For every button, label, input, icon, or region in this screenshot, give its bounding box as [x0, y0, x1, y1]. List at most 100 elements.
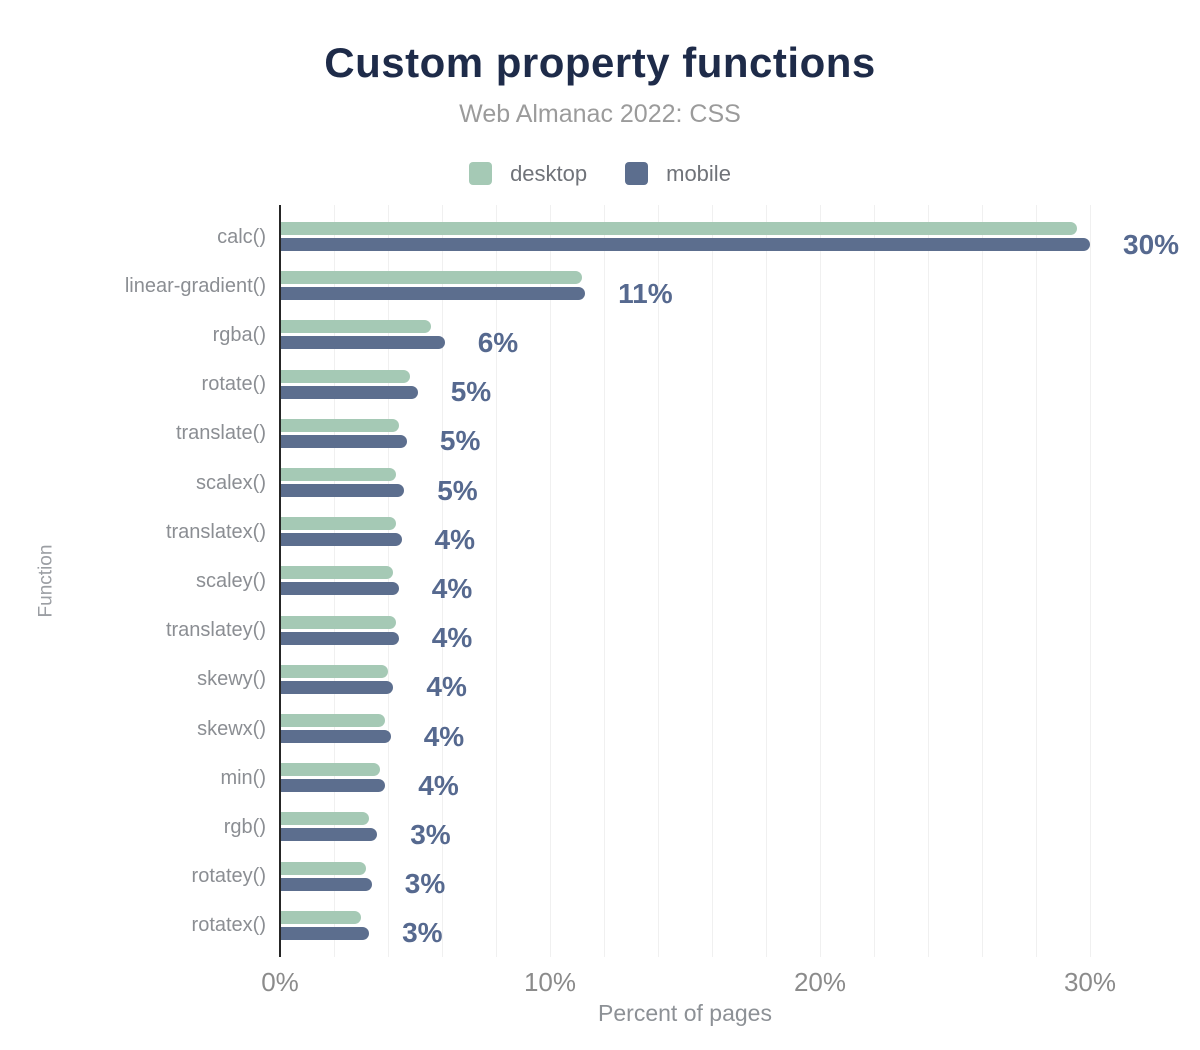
- bar-row-scalex: scalex() 5%: [196, 468, 1090, 504]
- legend-item-desktop: desktop: [469, 162, 587, 185]
- gridline-10pct: [550, 205, 551, 957]
- bar-mobile: [280, 877, 372, 891]
- bar-mobile: [280, 385, 418, 399]
- value-label: 4%: [423, 720, 465, 752]
- value-label: 30%: [1123, 228, 1180, 260]
- value-label: 3%: [410, 818, 451, 850]
- category-label: skewy(): [197, 668, 266, 691]
- x-tick-0pct: 0%: [261, 967, 299, 997]
- bar-row-linear-gradient: linear-gradient() 11%: [125, 271, 1090, 307]
- x-tick-30pct: 30%: [1063, 967, 1117, 997]
- category-label: calc(): [217, 225, 266, 248]
- gridline-8pct: [496, 205, 497, 957]
- gridline-2pct: [334, 205, 335, 957]
- gridline-24pct: [928, 205, 929, 957]
- gridline-4pct: [388, 205, 389, 957]
- bar-desktop: [280, 566, 394, 580]
- gridline-6pct: [442, 205, 443, 957]
- gridline-20pct: [820, 205, 821, 957]
- legend-item-mobile: mobile: [625, 162, 731, 185]
- category-label: skewx(): [197, 717, 266, 740]
- bar-desktop: [280, 615, 397, 629]
- bar-desktop: [280, 517, 397, 531]
- bar-row-scaley: scaley() 4%: [196, 566, 1090, 602]
- bar-mobile: [280, 533, 402, 547]
- value-label: 4%: [431, 622, 473, 654]
- bar-row-calc: calc() 30%: [217, 222, 1179, 258]
- gridline-26pct: [982, 205, 983, 957]
- bar-desktop: [280, 418, 399, 432]
- gridline-14pct: [658, 205, 659, 957]
- bar-mobile: [280, 582, 399, 596]
- bar-row-translate: translate() 5%: [176, 418, 1090, 455]
- bar-desktop: [280, 320, 432, 334]
- value-label: 5%: [450, 376, 492, 408]
- x-tick-20pct: 20%: [793, 967, 847, 997]
- value-label: 4%: [418, 769, 459, 801]
- bar-mobile: [280, 631, 399, 645]
- bar-row-rotatex: rotatex() 3%: [192, 910, 1090, 947]
- category-label: scalex(): [195, 471, 266, 494]
- bar-row-skewy: skewy() 4%: [197, 664, 1090, 701]
- bar-desktop: [280, 468, 397, 481]
- gridline-12pct: [604, 205, 605, 957]
- category-label: rotate(): [201, 373, 266, 396]
- category-label: scaley(): [195, 569, 266, 592]
- bar-row-rgb: rgb() 3%: [224, 812, 1090, 848]
- bar-desktop: [280, 812, 370, 826]
- value-label: 6%: [477, 326, 519, 358]
- bar-mobile: [280, 730, 391, 743]
- category-label: translatex(): [165, 520, 266, 543]
- value-label: 4%: [434, 523, 475, 555]
- category-label: min(): [220, 766, 266, 789]
- x-axis-title: Percent of pages: [598, 1000, 772, 1026]
- bar-mobile: [280, 287, 586, 301]
- bar-row-rgba: rgba() 6%: [213, 320, 1090, 356]
- category-label: rotatex(): [191, 914, 266, 937]
- bar-mobile: [280, 238, 1090, 251]
- gridline-18pct: [766, 205, 767, 957]
- bar-desktop: [280, 861, 367, 875]
- gridline-22pct: [874, 205, 875, 957]
- bar-row-skewx: skewx() 4%: [197, 714, 1090, 750]
- bar-mobile: [280, 779, 386, 793]
- gridline-28pct: [1036, 205, 1037, 957]
- category-label: rotatey(): [191, 865, 266, 888]
- bar-desktop: [280, 910, 361, 924]
- gridline-16pct: [712, 205, 713, 957]
- legend-swatch-mobile: [625, 162, 649, 185]
- value-label: 3%: [402, 917, 443, 949]
- value-label: 11%: [618, 277, 673, 309]
- category-label: linear-gradient(): [124, 274, 266, 297]
- bar-mobile: [280, 926, 370, 940]
- x-tick-10pct: 10%: [523, 967, 577, 997]
- bar-desktop: [280, 222, 1077, 235]
- legend-swatch-desktop: [469, 162, 493, 185]
- category-label: rgba(): [212, 323, 266, 346]
- chart-title: Custom property functions: [324, 39, 876, 86]
- value-label: 4%: [426, 671, 467, 703]
- value-label: 5%: [439, 425, 481, 457]
- bar-desktop: [280, 763, 380, 777]
- legend: desktop mobile: [0, 162, 1200, 185]
- bar-row-rotatey: rotatey() 3%: [192, 861, 1090, 898]
- bar-mobile: [280, 680, 394, 694]
- bar-desktop: [280, 271, 583, 285]
- bar-row-min: min() 4%: [220, 763, 1090, 799]
- bar-mobile: [280, 828, 378, 842]
- bar-mobile: [280, 484, 405, 497]
- bar-desktop: [280, 664, 388, 678]
- legend-label-desktop: desktop: [510, 160, 588, 186]
- category-label: translate(): [175, 422, 266, 445]
- bar-row-translatey: translatey() 4%: [166, 615, 1090, 652]
- bar-mobile: [280, 336, 445, 350]
- category-label: translatey(): [165, 619, 266, 642]
- legend-label-mobile: mobile: [666, 160, 731, 186]
- category-label: rgb(): [223, 815, 266, 838]
- bar-row-rotate: rotate() 5%: [202, 369, 1090, 406]
- chart-subtitle: Web Almanac 2022: CSS: [459, 100, 741, 128]
- bar-mobile: [280, 434, 407, 448]
- bar-desktop: [280, 714, 386, 727]
- plot-area: Percent of pages calc() 30% linear-gradien…: [125, 205, 1179, 1025]
- gridline-30pct: [1090, 205, 1091, 957]
